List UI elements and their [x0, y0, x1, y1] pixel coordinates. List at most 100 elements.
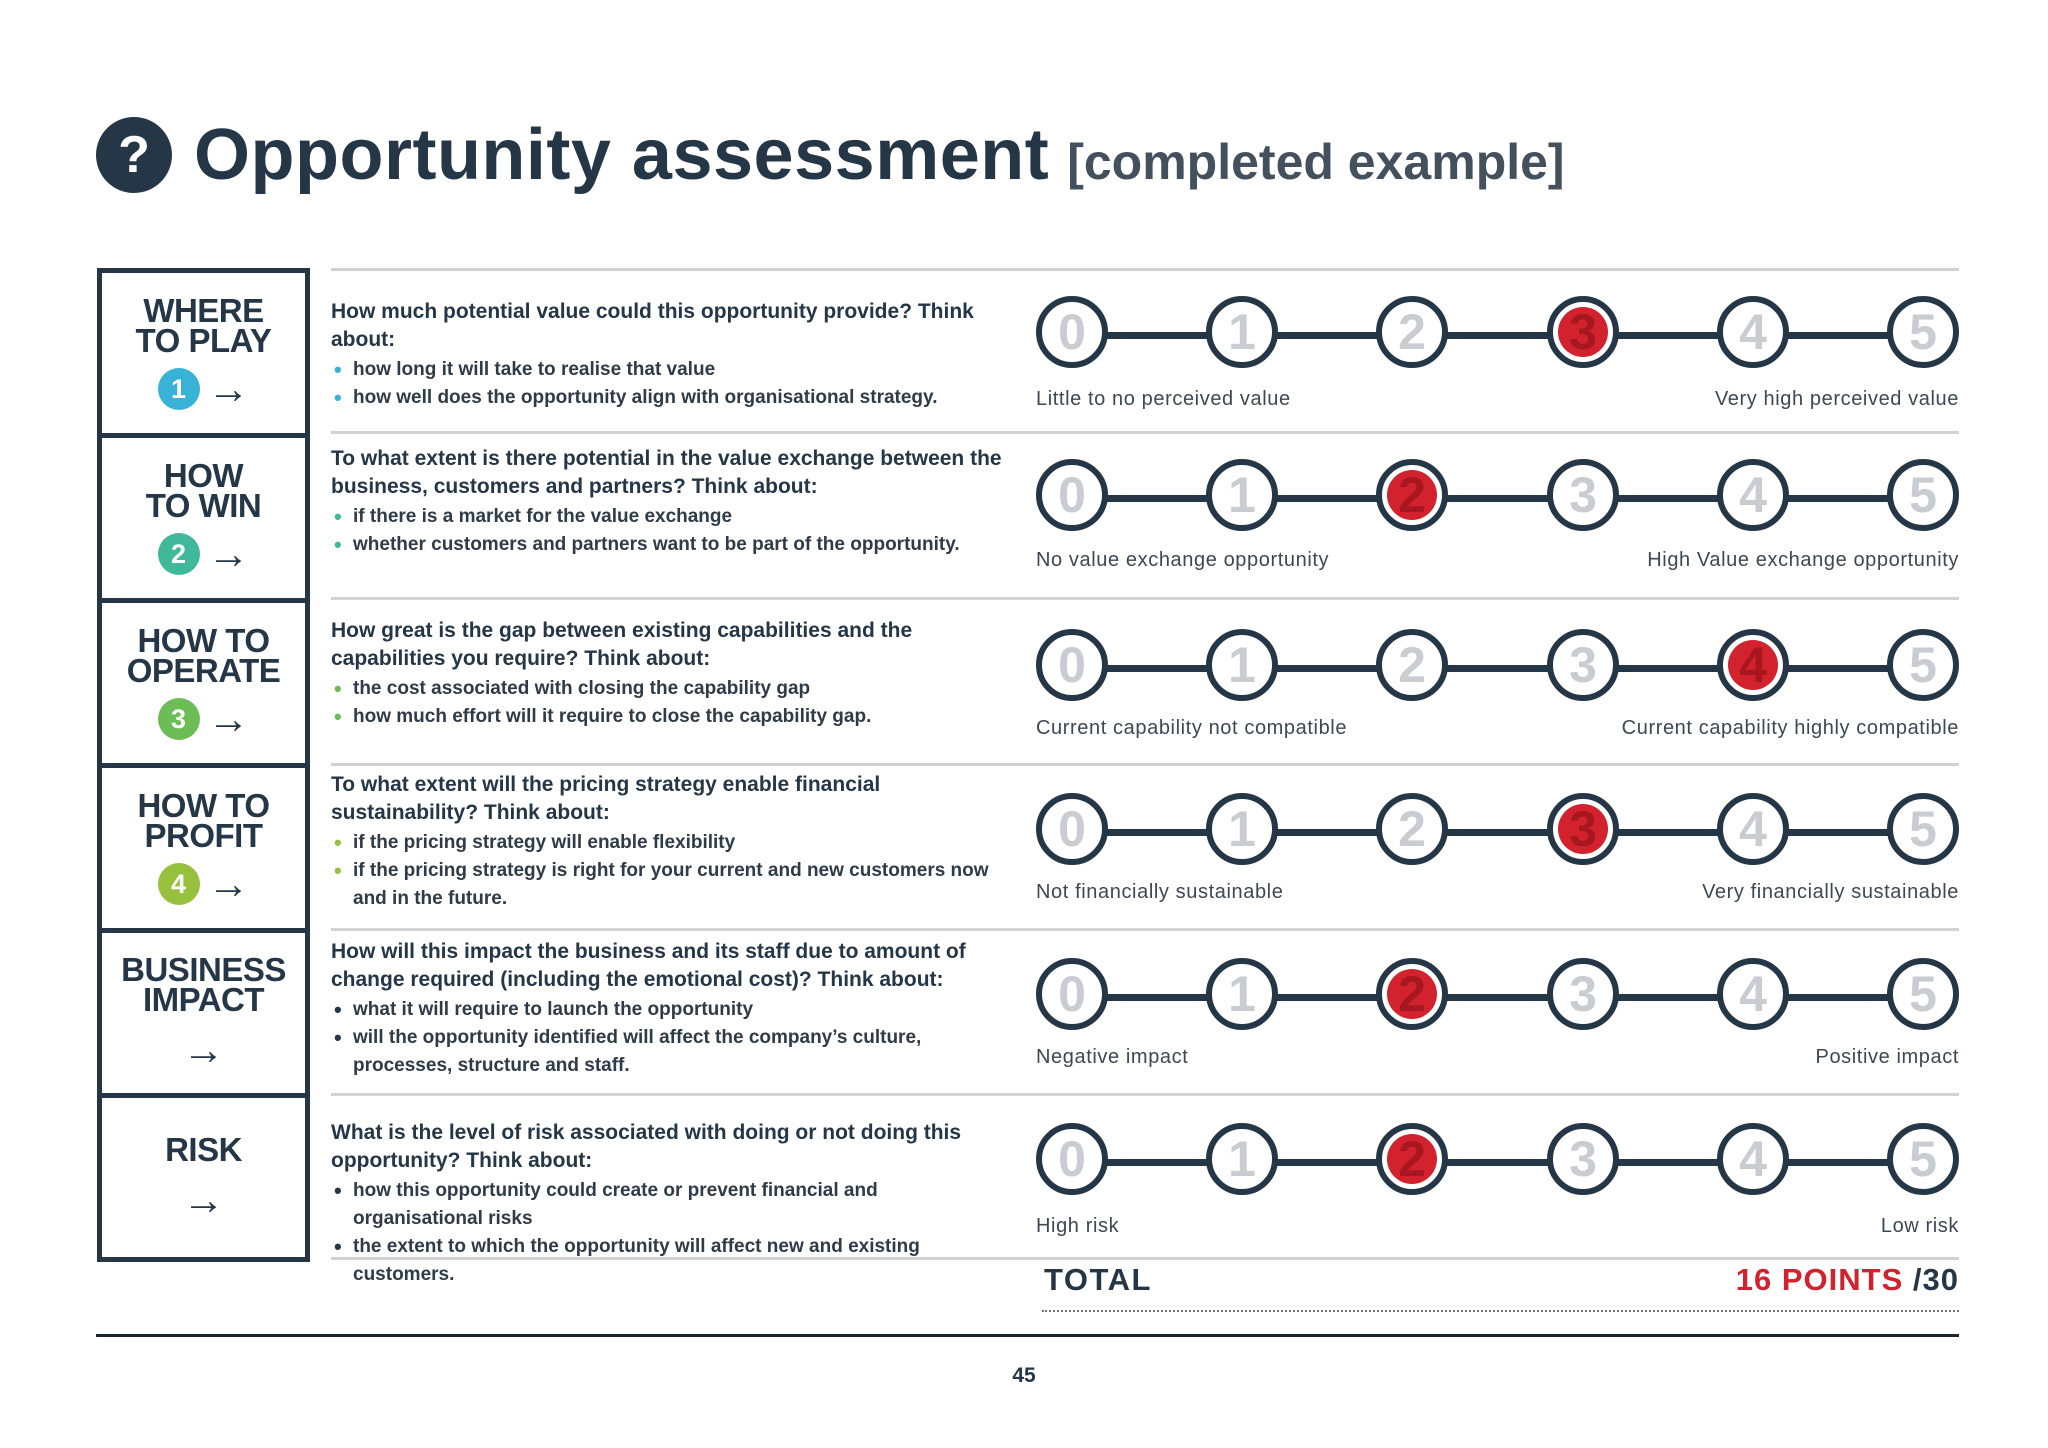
- prompt-list: • what it will require to launch the oppo…: [331, 996, 1011, 1080]
- sidebar-category-label: BUSINESS IMPACT: [121, 951, 286, 1018]
- rating-number: 4: [1739, 467, 1767, 523]
- step-number-badge: 4: [157, 863, 200, 905]
- arrow-right-icon: →: [207, 365, 250, 412]
- rating-option[interactable]: 4: [1717, 1123, 1789, 1195]
- rating-option[interactable]: 3: [1547, 958, 1619, 1030]
- sidebar-step: 2 →: [157, 533, 250, 575]
- rating-option[interactable]: 1: [1206, 958, 1278, 1030]
- prompt-item: • how long it will take to realise that v…: [331, 356, 1011, 384]
- prompt-text: the extent to which the opportunity will…: [353, 1236, 920, 1285]
- rating-option[interactable]: 1: [1206, 629, 1278, 701]
- sidebar-category: HOW TO PROFIT 4 →: [97, 763, 310, 928]
- prompt-item: • whether customers and partners want to …: [331, 531, 1011, 559]
- rating-number: 4: [1739, 637, 1767, 693]
- selected-fill: [1558, 804, 1608, 854]
- row-divider: [331, 268, 1959, 271]
- question-block: What is the level of risk associated wit…: [331, 1119, 1011, 1289]
- rating-option-selected[interactable]: 3: [1547, 793, 1619, 865]
- rating-option[interactable]: 0: [1036, 1123, 1108, 1195]
- rating-scale: 0 1 2 3 4 5: [1036, 459, 1959, 539]
- rating-option[interactable]: 4: [1717, 459, 1789, 531]
- prompt-item: • how much effort will it require to clos…: [331, 703, 1011, 731]
- rating-option-selected[interactable]: 2: [1376, 1123, 1448, 1195]
- bullet-icon: •: [334, 830, 342, 855]
- rating-option[interactable]: 3: [1547, 1123, 1619, 1195]
- category-sidebar: WHERE TO PLAY 1 → HOW TO WIN 2 → HOW TO OPERAT…: [97, 268, 310, 1262]
- rating-option[interactable]: 0: [1036, 629, 1108, 701]
- rating-option[interactable]: 5: [1887, 958, 1959, 1030]
- rating-option-selected[interactable]: 4: [1717, 629, 1789, 701]
- rating-number: 2: [1398, 467, 1426, 523]
- prompt-list: • the cost associated with closing the ca…: [331, 675, 1011, 731]
- bullet-icon: •: [334, 504, 342, 529]
- scale-max-label: Very high perceived value: [1714, 388, 1959, 410]
- bullet-icon: •: [334, 704, 342, 729]
- bullet-icon: •: [334, 997, 342, 1022]
- rating-option[interactable]: 5: [1887, 459, 1959, 531]
- rating-option-selected[interactable]: 2: [1376, 459, 1448, 531]
- rating-option[interactable]: 0: [1036, 793, 1108, 865]
- selected-fill: [1558, 307, 1608, 357]
- total-label: TOTAL: [1044, 1262, 1152, 1297]
- selected-fill: [1728, 640, 1778, 690]
- rating-option[interactable]: 5: [1887, 793, 1959, 865]
- bullet-icon: •: [334, 1178, 342, 1203]
- rating-number: 0: [1058, 966, 1086, 1022]
- sidebar-category: WHERE TO PLAY 1 →: [97, 268, 310, 433]
- rating-option[interactable]: 2: [1376, 793, 1448, 865]
- assessment-row: What is the level of risk associated wit…: [331, 1093, 1959, 1285]
- sidebar-step: →: [183, 1178, 225, 1221]
- sidebar-category-label: HOW TO WIN: [145, 457, 262, 524]
- rating-option[interactable]: 1: [1206, 296, 1278, 368]
- scale-min-label: Current capability not compatible: [1036, 717, 1348, 739]
- scale-max-label: Positive impact: [1815, 1046, 1959, 1068]
- page-header: ? Opportunity assessment [completed exam…: [96, 110, 1565, 200]
- question-block: How will this impact the business and it…: [331, 938, 1011, 1080]
- selected-fill: [1387, 1134, 1437, 1184]
- prompt-item: • will the opportunity identified will af…: [331, 1024, 1011, 1080]
- scale-line: [1066, 1159, 1929, 1166]
- rating-option[interactable]: 2: [1376, 296, 1448, 368]
- sidebar-category-label: HOW TO PROFIT: [137, 787, 270, 854]
- rating-number: 2: [1398, 966, 1426, 1022]
- rating-number: 0: [1058, 637, 1086, 693]
- rating-option[interactable]: 0: [1036, 958, 1108, 1030]
- scale-min-label: Little to no perceived value: [1036, 388, 1291, 410]
- rating-number: 3: [1569, 467, 1597, 523]
- prompt-item: • the cost associated with closing the ca…: [331, 675, 1011, 703]
- rating-option[interactable]: 1: [1206, 793, 1278, 865]
- row-divider: [331, 763, 1959, 766]
- arrow-right-icon: →: [207, 695, 250, 742]
- rating-option[interactable]: 5: [1887, 1123, 1959, 1195]
- rating-option-selected[interactable]: 2: [1376, 958, 1448, 1030]
- rating-option[interactable]: 3: [1547, 459, 1619, 531]
- rating-number: 3: [1569, 304, 1597, 360]
- rating-option[interactable]: 4: [1717, 793, 1789, 865]
- rating-option-selected[interactable]: 3: [1547, 296, 1619, 368]
- rating-option[interactable]: 2: [1376, 629, 1448, 701]
- prompt-text: will the opportunity identified will aff…: [353, 1027, 922, 1076]
- rating-number: 5: [1909, 801, 1937, 857]
- rating-option[interactable]: 4: [1717, 296, 1789, 368]
- total-points: 16 POINTS: [1735, 1262, 1904, 1297]
- assessment-row: To what extent is there potential in the…: [331, 431, 1959, 597]
- question-text: How much potential value could this oppo…: [331, 300, 974, 351]
- rating-number: 3: [1569, 637, 1597, 693]
- prompt-text: if there is a market for the value excha…: [353, 506, 733, 527]
- rating-number: 5: [1909, 467, 1937, 523]
- rating-option[interactable]: 5: [1887, 296, 1959, 368]
- assessment-row: How great is the gap between existing ca…: [331, 597, 1959, 763]
- rating-option[interactable]: 4: [1717, 958, 1789, 1030]
- rating-option[interactable]: 1: [1206, 1123, 1278, 1195]
- rating-option[interactable]: 0: [1036, 459, 1108, 531]
- rating-number: 1: [1228, 637, 1256, 693]
- rating-option[interactable]: 3: [1547, 629, 1619, 701]
- row-divider: [331, 1093, 1959, 1096]
- question-block: How great is the gap between existing ca…: [331, 617, 1011, 731]
- bullet-icon: •: [334, 1025, 342, 1050]
- rating-option[interactable]: 1: [1206, 459, 1278, 531]
- rating-option[interactable]: 5: [1887, 629, 1959, 701]
- rating-number: 2: [1398, 637, 1426, 693]
- rating-option[interactable]: 0: [1036, 296, 1108, 368]
- rating-number: 4: [1739, 304, 1767, 360]
